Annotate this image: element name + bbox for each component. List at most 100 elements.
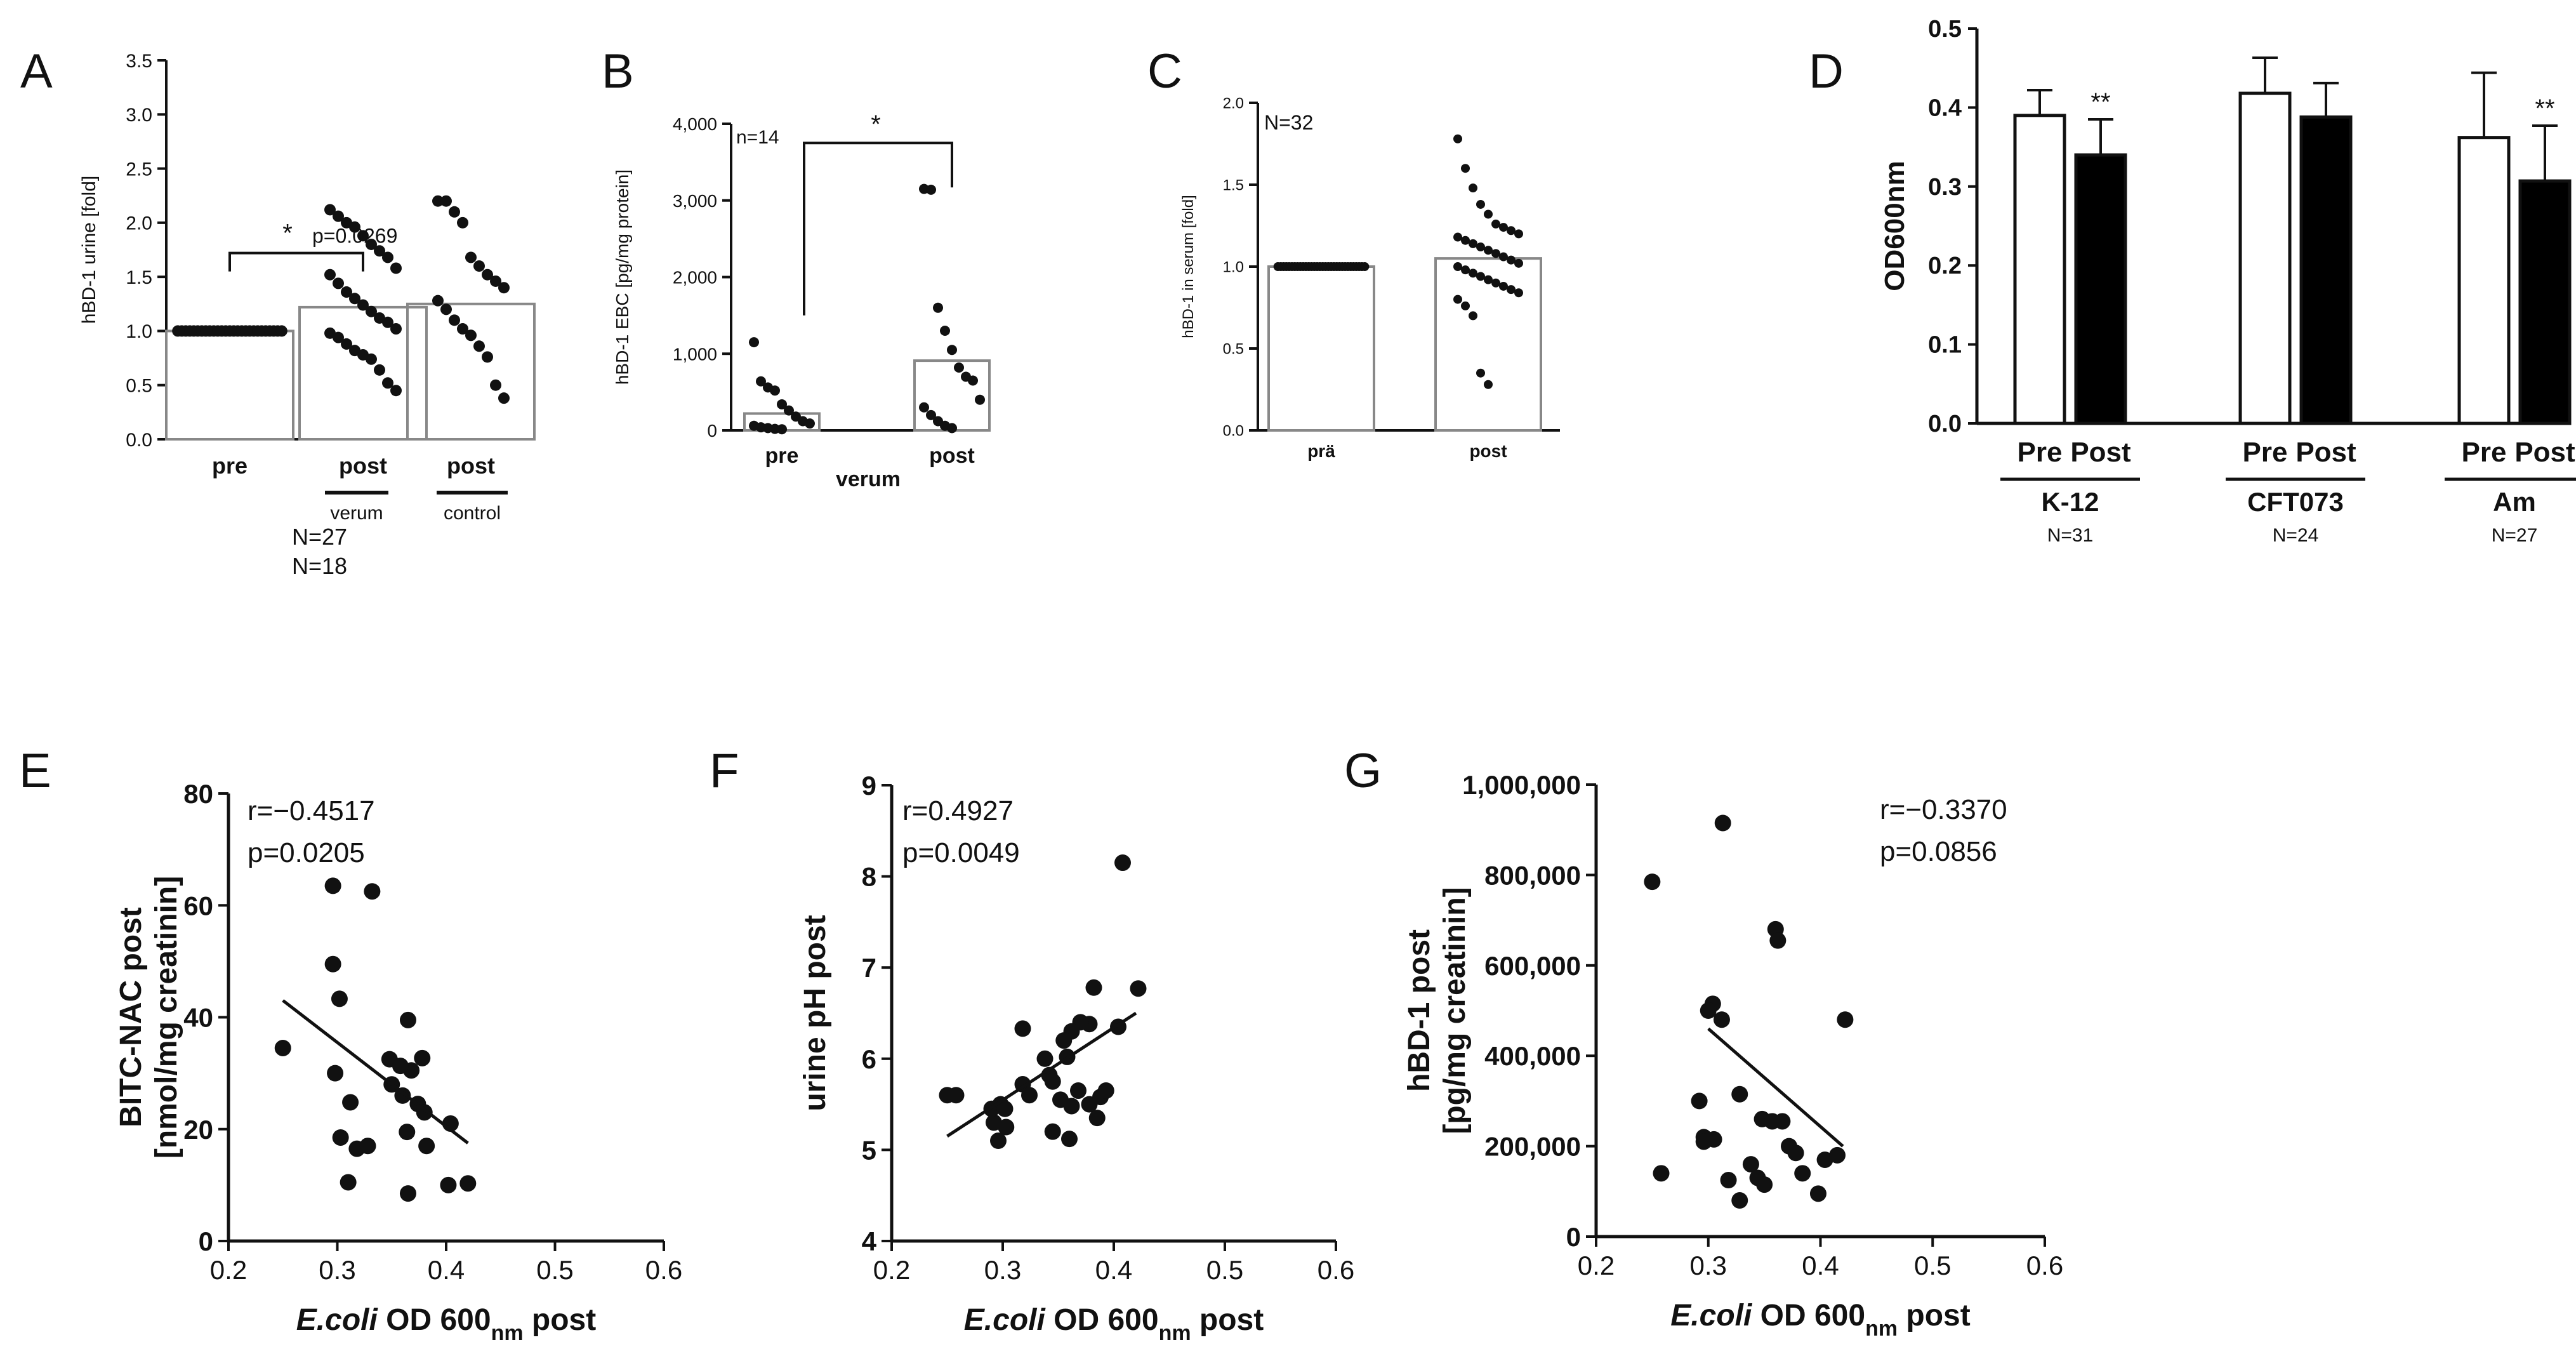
data-point bbox=[498, 392, 510, 404]
y-tick-label: 200,000 bbox=[1484, 1132, 1581, 1162]
data-point bbox=[1507, 285, 1516, 295]
category-label: Post bbox=[2070, 437, 2131, 468]
data-point bbox=[357, 299, 369, 311]
data-point bbox=[1130, 980, 1147, 997]
x-tick-label: 0.4 bbox=[1802, 1251, 1839, 1280]
stat-label: p=0.0856 bbox=[1880, 836, 1997, 867]
data-point bbox=[1829, 1146, 1846, 1164]
strain-label: Am bbox=[2493, 487, 2536, 517]
x-axis-label-tail: post bbox=[1191, 1303, 1264, 1337]
panel-letter: A bbox=[20, 44, 53, 98]
category-label: Pre bbox=[2018, 437, 2063, 468]
data-point bbox=[1114, 854, 1131, 872]
panel-letter: F bbox=[710, 744, 739, 798]
strain-label: CFT073 bbox=[2247, 487, 2344, 517]
data-point bbox=[749, 337, 759, 348]
y-tick-label: 3,000 bbox=[673, 191, 717, 211]
regression-line bbox=[282, 999, 469, 1145]
data-point bbox=[1070, 1082, 1087, 1099]
mean-bar bbox=[1434, 257, 1542, 432]
category-label: prä bbox=[1307, 441, 1335, 461]
data-point bbox=[414, 1049, 431, 1066]
data-point bbox=[331, 990, 348, 1007]
panel-G: 0.2 0.3 0.4 0.5 0.6 0 200,000 400,000 600,000 800… bbox=[1403, 770, 2063, 1341]
y-tick-label: 1.0 bbox=[1223, 259, 1244, 276]
data-point bbox=[324, 204, 336, 216]
x-axis-label-italic: E.coli bbox=[964, 1303, 1047, 1337]
category-label: post bbox=[447, 453, 495, 479]
data-point bbox=[1469, 239, 1477, 248]
data-point bbox=[1461, 236, 1470, 245]
category-label: Post bbox=[2295, 437, 2356, 468]
data-point bbox=[770, 385, 780, 396]
data-point bbox=[340, 1174, 357, 1191]
data-point bbox=[432, 195, 444, 207]
y-tick-label: 1.5 bbox=[126, 267, 152, 288]
data-point bbox=[482, 269, 493, 281]
n-label: N=31 bbox=[2047, 525, 2094, 546]
regression-line bbox=[946, 1011, 1137, 1138]
significance-stars: ** bbox=[2535, 95, 2554, 123]
stat-label: r=0.4927 bbox=[902, 795, 1014, 827]
data-point bbox=[366, 238, 377, 250]
bar-pre bbox=[2013, 114, 2066, 425]
data-point bbox=[1088, 1110, 1106, 1127]
n-label: N=24 bbox=[2273, 525, 2319, 546]
data-point bbox=[968, 375, 978, 386]
data-point bbox=[1453, 262, 1462, 271]
data-point bbox=[418, 1138, 435, 1155]
y-axis-label: [pg/mg creatinin] bbox=[1438, 887, 1472, 1134]
data-point bbox=[327, 1065, 344, 1082]
data-point bbox=[333, 331, 344, 343]
data-point bbox=[1085, 979, 1102, 996]
x-axis-label: verum bbox=[836, 467, 901, 491]
panel-letter: E bbox=[19, 744, 51, 798]
data-point bbox=[440, 195, 452, 207]
data-point bbox=[1837, 1011, 1854, 1028]
y-axis-label: [nmol/mg creatinin] bbox=[150, 876, 183, 1159]
data-point bbox=[1063, 1098, 1080, 1115]
data-point bbox=[1055, 1032, 1073, 1049]
panel-A: 0.0 0.5 1.0 1.5 2.0 2.5 3.0 3.5 hBD-1 urine [fol… bbox=[79, 51, 536, 579]
panel-letter: C bbox=[1147, 44, 1182, 98]
y-tick-label: 2.0 bbox=[126, 213, 152, 234]
panel-letter: D bbox=[1809, 44, 1844, 98]
n-label: n=14 bbox=[736, 127, 779, 148]
data-point bbox=[324, 877, 341, 894]
data-point bbox=[399, 1124, 416, 1141]
data-point bbox=[1491, 219, 1500, 229]
data-point bbox=[1044, 1123, 1061, 1140]
data-point bbox=[1514, 229, 1523, 239]
data-point bbox=[332, 1129, 349, 1146]
data-point bbox=[1476, 242, 1485, 252]
bar-pre bbox=[2457, 136, 2511, 425]
data-point bbox=[1484, 380, 1493, 389]
data-point bbox=[1476, 199, 1485, 209]
x-axis-label-main: OD 600 bbox=[1045, 1303, 1159, 1337]
data-point bbox=[1499, 281, 1508, 291]
data-point bbox=[459, 1175, 477, 1192]
data-point bbox=[1461, 265, 1470, 275]
data-point bbox=[399, 1185, 416, 1202]
n-label: N=18 bbox=[292, 553, 347, 579]
panel-letter: G bbox=[1344, 744, 1382, 798]
data-point bbox=[457, 323, 468, 335]
y-tick-label: 0.0 bbox=[1223, 423, 1244, 440]
data-point bbox=[1453, 232, 1462, 242]
y-tick-label: 1,000,000 bbox=[1462, 770, 1581, 800]
data-point bbox=[449, 206, 460, 218]
data-point bbox=[1461, 301, 1470, 310]
data-point bbox=[1691, 1092, 1708, 1110]
x-tick-label: 0.6 bbox=[1318, 1255, 1354, 1285]
data-point bbox=[374, 364, 385, 376]
x-tick-label: 0.3 bbox=[984, 1255, 1021, 1285]
data-point bbox=[333, 277, 344, 289]
data-point bbox=[1484, 209, 1493, 219]
x-tick-label: 0.5 bbox=[1206, 1255, 1243, 1285]
group-label-control: control bbox=[444, 503, 501, 524]
data-point bbox=[324, 955, 341, 973]
bar-post bbox=[2299, 115, 2353, 425]
data-point bbox=[1507, 255, 1516, 265]
x-axis-label: E.coli OD 600nm post bbox=[964, 1303, 1264, 1345]
